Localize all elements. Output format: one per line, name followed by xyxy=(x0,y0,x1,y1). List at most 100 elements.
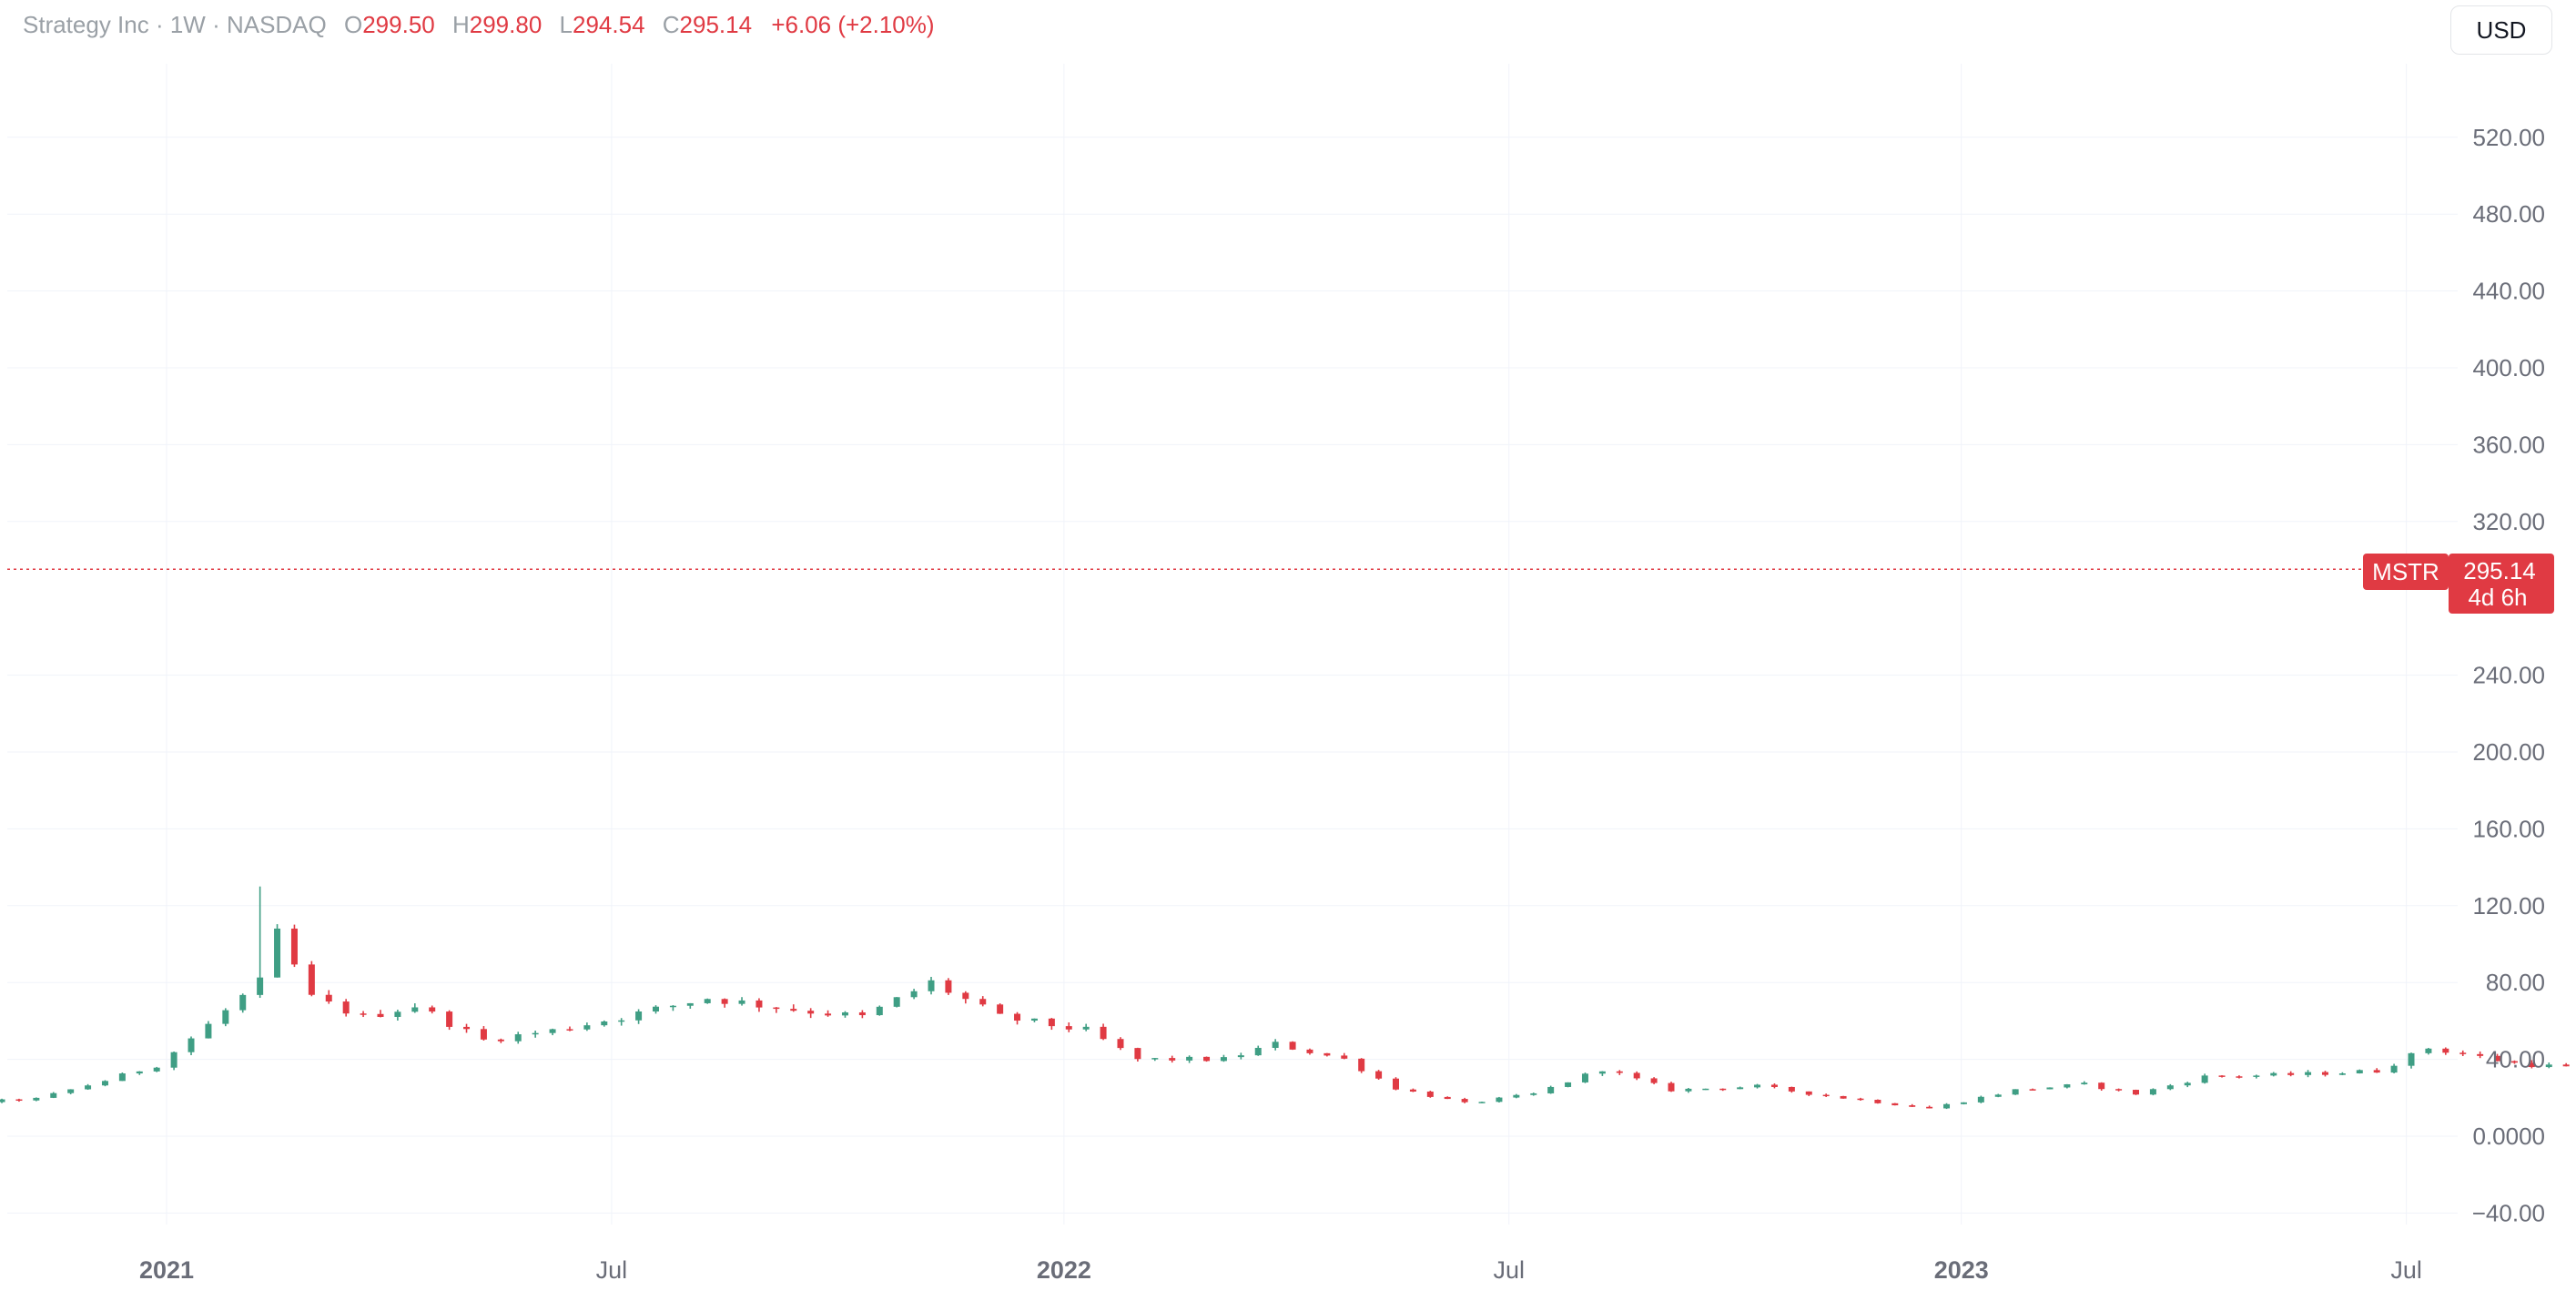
candle-body xyxy=(1685,1088,1692,1092)
candle-body xyxy=(514,1034,522,1042)
candle-body xyxy=(1874,1099,1881,1103)
candle-body xyxy=(841,1012,848,1016)
candle-body xyxy=(1409,1089,1416,1092)
candle-body xyxy=(635,1011,643,1021)
candle-body xyxy=(1375,1071,1383,1079)
change-value: +6.06 (+2.10%) xyxy=(771,11,935,38)
candle-body xyxy=(1478,1102,1486,1103)
x-tick-label: 2022 xyxy=(1037,1256,1091,1284)
candle-body xyxy=(1289,1042,1296,1050)
candle-body xyxy=(1840,1095,1847,1099)
candle-body xyxy=(1186,1056,1193,1061)
candle-body xyxy=(325,994,332,1002)
candle-body xyxy=(686,1002,694,1006)
currency-button[interactable]: USD xyxy=(2450,5,2552,55)
candle-body xyxy=(480,1029,487,1040)
candle-body xyxy=(0,1099,5,1103)
candle-body xyxy=(962,992,969,1000)
y-tick-label: 80.00 xyxy=(2486,969,2545,996)
candle-body xyxy=(1770,1084,1778,1087)
candle-body xyxy=(2494,1055,2501,1062)
candle-body xyxy=(2321,1072,2328,1075)
candle-body xyxy=(1513,1094,1520,1098)
symbol-label[interactable]: Strategy Inc · 1W · NASDAQ xyxy=(23,11,327,38)
y-tick-label: 40.00 xyxy=(2486,1046,2545,1073)
close-label: C xyxy=(662,11,680,38)
candle-body xyxy=(2046,1087,2054,1090)
candle-body xyxy=(1134,1048,1141,1060)
candle-body xyxy=(1822,1094,1830,1097)
candle-body xyxy=(825,1013,832,1016)
candle-body xyxy=(153,1067,160,1072)
candle-body xyxy=(1891,1103,1899,1106)
y-tick-label: 520.00 xyxy=(2472,124,2545,151)
candle-body xyxy=(1117,1039,1124,1049)
candle-body xyxy=(33,1097,40,1101)
candle-body xyxy=(2012,1089,2019,1095)
candle-body xyxy=(2064,1084,2071,1088)
candle-body xyxy=(1702,1088,1709,1091)
open-label: O xyxy=(343,11,363,38)
candle-body xyxy=(1444,1096,1451,1100)
x-tick-label: Jul xyxy=(1493,1256,1525,1284)
candle-body xyxy=(2184,1082,2191,1086)
y-tick-label: 440.00 xyxy=(2472,278,2545,305)
ticker-tag-label: MSTR xyxy=(2372,558,2439,585)
candle-body xyxy=(945,980,952,993)
y-tick-label: 480.00 xyxy=(2472,200,2545,228)
candle-body xyxy=(85,1085,92,1090)
candle-body xyxy=(1943,1103,1951,1109)
candle-body xyxy=(807,1011,815,1014)
candle-body xyxy=(2166,1085,2174,1090)
candle-body xyxy=(1633,1072,1640,1079)
candle-body xyxy=(2442,1048,2449,1053)
candle-body xyxy=(2218,1075,2226,1077)
open-value: 299.50 xyxy=(362,11,435,38)
candle-body xyxy=(257,977,264,995)
low-value: 294.54 xyxy=(573,11,645,38)
candle-body xyxy=(1719,1088,1727,1091)
y-tick-label: 360.00 xyxy=(2472,431,2545,458)
candle-body xyxy=(669,1005,676,1008)
price-tag-value: 295.14 xyxy=(2463,557,2536,584)
candle-body xyxy=(1358,1058,1365,1072)
close-value: 295.14 xyxy=(679,11,753,38)
candle-body xyxy=(2356,1070,2363,1073)
candle-body xyxy=(2408,1052,2415,1066)
y-tick-label: 0.0000 xyxy=(2472,1123,2545,1150)
ticker-tag-bg xyxy=(2363,554,2449,590)
candle-body xyxy=(1323,1052,1331,1056)
y-tick-label: 240.00 xyxy=(2472,662,2545,689)
candle-body xyxy=(1581,1073,1588,1082)
candle-body xyxy=(2510,1061,2518,1063)
candle-body xyxy=(756,1000,763,1008)
candle-body xyxy=(1030,1018,1038,1021)
candle-body xyxy=(928,980,935,991)
candle-body xyxy=(1341,1055,1348,1059)
candle-body xyxy=(1737,1087,1744,1090)
candle-body xyxy=(1203,1056,1211,1062)
candle-body xyxy=(1306,1049,1313,1053)
candle-body xyxy=(1169,1058,1176,1061)
candle-body xyxy=(377,1013,384,1017)
candle-body xyxy=(1272,1042,1279,1048)
candle-body xyxy=(1668,1082,1675,1092)
candle-body xyxy=(979,999,987,1005)
candle-body xyxy=(1616,1071,1623,1073)
y-tick-label: 160.00 xyxy=(2472,815,2545,842)
candle-body xyxy=(2133,1090,2140,1095)
price-axis[interactable]: −40.00 0.0000 40.00 80.00 120.00 160.00 200.00… xyxy=(2472,124,2545,1227)
candle-body xyxy=(2373,1070,2380,1073)
candle-body xyxy=(2338,1072,2346,1075)
time-axis[interactable]: 2021Jul2022Jul2023Jul2024Jul2025Jul2026 xyxy=(139,1256,2576,1284)
candle-body xyxy=(2287,1072,2295,1075)
candle-body xyxy=(1065,1026,1072,1030)
candle-body xyxy=(429,1007,436,1012)
candle-body xyxy=(118,1073,126,1082)
y-tick-label: −40.00 xyxy=(2472,1199,2545,1226)
candle-body xyxy=(50,1092,57,1098)
candle-body xyxy=(1857,1098,1864,1101)
candle-body xyxy=(1926,1106,1933,1109)
candle-body xyxy=(2390,1065,2398,1073)
